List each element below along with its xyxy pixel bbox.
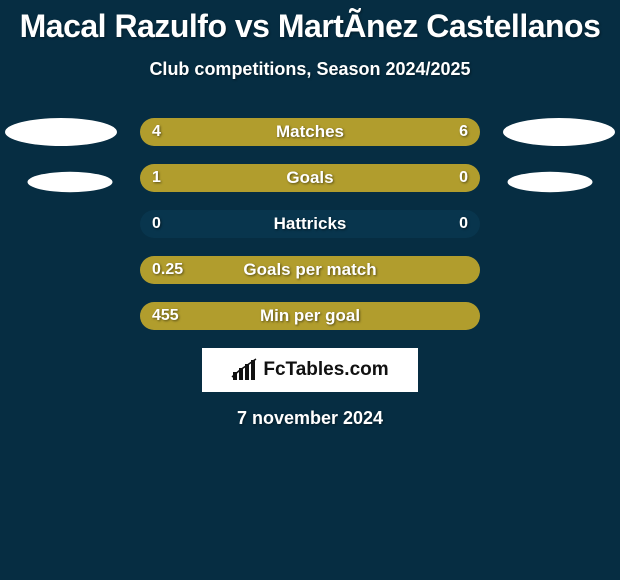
comparison-card: Macal Razulfo vs MartÃ­nez Castellanos C… [0,0,620,580]
player-left-oval [28,172,113,192]
stat-row: 00Hattricks [0,210,620,238]
bar-chart-icon [231,358,259,382]
source-logo: FcTables.com [202,348,418,392]
subtitle: Club competitions, Season 2024/2025 [0,59,620,80]
player-left-oval [5,118,117,146]
stat-row: 0.25Goals per match [0,256,620,284]
stat-row: 455Min per goal [0,302,620,330]
page-title: Macal Razulfo vs MartÃ­nez Castellanos [0,0,620,45]
stats-area: 46Matches 10Goals 00Hattricks 0.25Goals per… [0,118,620,330]
date-label: 7 november 2024 [0,408,620,429]
logo-text: FcTables.com [263,359,388,381]
stat-row: 10Goals [0,164,620,192]
stat-row: 46Matches [0,118,620,146]
player-right-oval [503,118,615,146]
metric-label: Hattricks [140,210,480,238]
metric-label: Goals per match [140,256,480,284]
player-right-oval [508,172,593,192]
metric-label: Matches [140,118,480,146]
metric-label: Goals [140,164,480,192]
metric-label: Min per goal [140,302,480,330]
